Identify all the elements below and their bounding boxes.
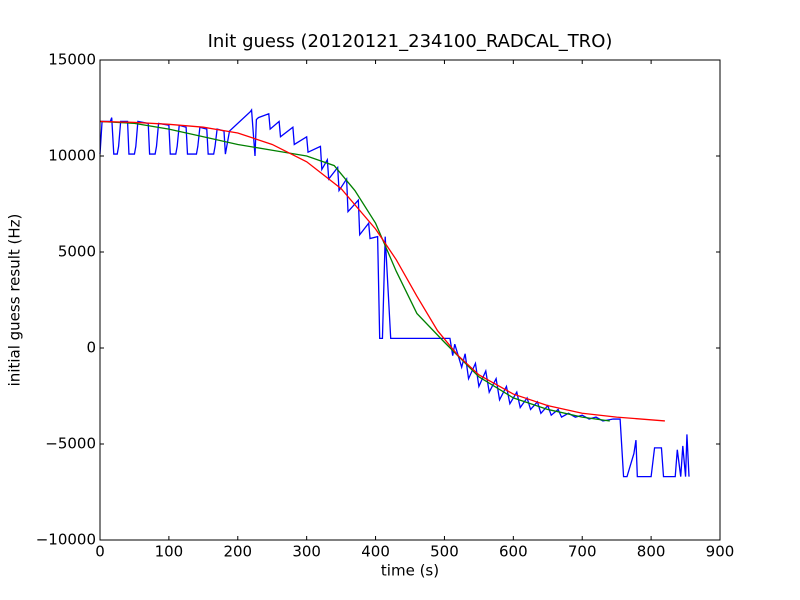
- x-tick-label: 400: [361, 543, 390, 561]
- x-tick-label: 300: [292, 543, 321, 561]
- y-tick-label: 15000: [48, 51, 96, 69]
- y-tick-label: −10000: [36, 531, 96, 549]
- x-tick-label: 700: [568, 543, 597, 561]
- y-tick-label: 10000: [48, 147, 96, 165]
- x-axis-label: time (s): [381, 562, 439, 580]
- x-tick-label: 900: [706, 543, 735, 561]
- x-tick-label: 200: [223, 543, 252, 561]
- x-tick-label: 0: [95, 543, 105, 561]
- y-tick-label: 0: [86, 339, 96, 357]
- chart-title: Init guess (20120121_234100_RADCAL_TRO): [208, 31, 613, 52]
- data-line: [99, 120, 665, 422]
- plot-frame: [99, 59, 721, 541]
- data-line: [99, 108, 690, 478]
- y-tick-label: 5000: [58, 243, 96, 261]
- x-tick-label: 800: [637, 543, 666, 561]
- x-tick-label: 600: [499, 543, 528, 561]
- data-line: [99, 120, 610, 422]
- x-tick-label: 100: [155, 543, 184, 561]
- y-tick-label: −5000: [45, 435, 96, 453]
- y-axis-label: initial guess result (Hz): [6, 214, 24, 387]
- x-tick-label: 500: [430, 543, 459, 561]
